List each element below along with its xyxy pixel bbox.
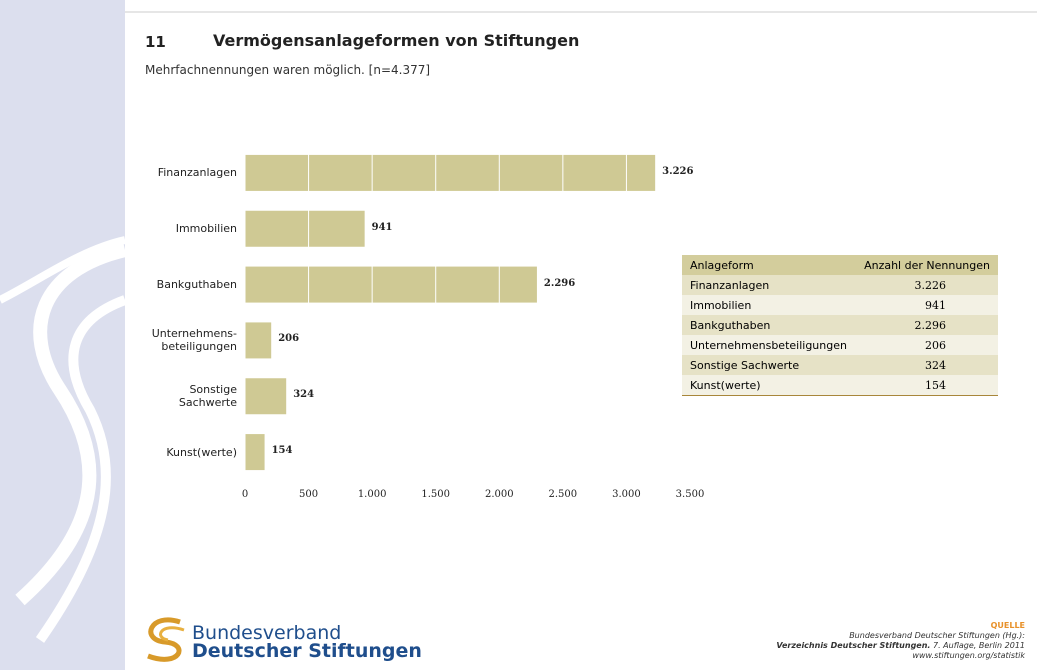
table: Anlageform Anzahl der Nennungen Finanzanla…	[682, 255, 998, 396]
chart-title: Vermögensanlageformen von Stiftungen	[213, 31, 580, 50]
x-tick-label: 0	[241, 489, 249, 500]
cell-value: 3.226	[914, 278, 947, 292]
category-label: Finanzanlagen	[157, 166, 237, 180]
chart-subtitle: Mehrfachnennungen waren möglich. [n=4.37…	[145, 63, 431, 77]
table-row: Immobilien 941	[682, 295, 998, 315]
source-text: 7. Auflage, Berlin 2011	[933, 641, 1025, 650]
chart-number: 11	[145, 33, 166, 51]
source-bold: Verzeichnis Deutscher Stiftungen.	[776, 641, 931, 650]
cell-label: Immobilien	[690, 298, 752, 312]
x-tick-label: 1.500	[421, 489, 451, 500]
cell-value: 206	[925, 338, 946, 352]
value-label: 154	[271, 445, 293, 457]
cell-label: Finanzanlagen	[690, 278, 770, 292]
x-tick-label: 500	[299, 489, 319, 500]
cell-value: 941	[925, 298, 946, 312]
table-box: Anlageform Anzahl der Nennungen Finanzanla…	[682, 255, 998, 396]
x-tick-label: 3.500	[675, 489, 705, 500]
logo-icon	[147, 617, 185, 662]
bar	[245, 434, 265, 471]
table-row: Finanzanlagen 3.226	[682, 275, 998, 295]
value-label: 2.296	[543, 277, 576, 289]
logo-line2: Deutscher Stiftungen	[192, 640, 422, 662]
value-label: 206	[278, 333, 300, 345]
source-line: Verzeichnis Deutscher Stiftungen. 7. Auf…	[776, 641, 1025, 650]
cell-value: 324	[925, 358, 946, 372]
source-label: QUELLE	[990, 621, 1025, 630]
cell-label: Bankguthaben	[690, 318, 771, 332]
x-tick-label: 2.500	[548, 489, 578, 500]
bar	[245, 378, 287, 415]
decor	[15, 243, 127, 606]
x-tick-label: 3.000	[612, 489, 641, 500]
side-band	[0, 0, 125, 670]
x-tick-label: 1.000	[357, 489, 387, 500]
decor	[0, 236, 126, 304]
table-header: Anlageform Anzahl der Nennungen	[682, 255, 998, 275]
bar	[245, 266, 537, 303]
bar	[245, 154, 656, 191]
category-label: Immobilien	[175, 222, 237, 236]
logo-line1: Bundesverband	[192, 622, 342, 644]
category-label: Unternehmens- beteiligungen	[151, 327, 237, 354]
cell-label: Kunst(werte)	[690, 378, 761, 392]
category-label: Kunst(werte)	[166, 445, 237, 459]
category-label: Sonstige Sachwerte	[178, 383, 237, 410]
column-header: Anlageform	[690, 258, 754, 272]
cell-label: Unternehmensbeteiligungen	[690, 338, 847, 352]
value-label: 941	[371, 221, 393, 233]
source-line: www.stiftungen.org/statistik	[912, 651, 1025, 660]
value-label: 3.226	[662, 165, 694, 177]
value-label: 324	[293, 389, 315, 401]
table-row: Unternehmensbeteiligungen 206	[682, 335, 998, 355]
decor	[35, 295, 127, 643]
cell-label: Sonstige Sachwerte	[690, 358, 800, 372]
bar	[245, 210, 365, 247]
cell-value: 154	[925, 378, 946, 392]
bar	[245, 322, 272, 359]
category-label: Bankguthaben	[156, 278, 237, 292]
table-row: Bankguthaben 2.296	[682, 315, 998, 335]
source-line: Bundesverband Deutscher Stiftungen (Hg.)…	[849, 631, 1025, 640]
column-header: Anzahl der Nennungen	[864, 258, 990, 272]
cell-value: 2.296	[914, 318, 947, 332]
table-row: Kunst(werte) 154	[682, 375, 998, 396]
x-tick-label: 2.000	[484, 489, 514, 500]
table-row: Sonstige Sachwerte 324	[682, 355, 998, 375]
